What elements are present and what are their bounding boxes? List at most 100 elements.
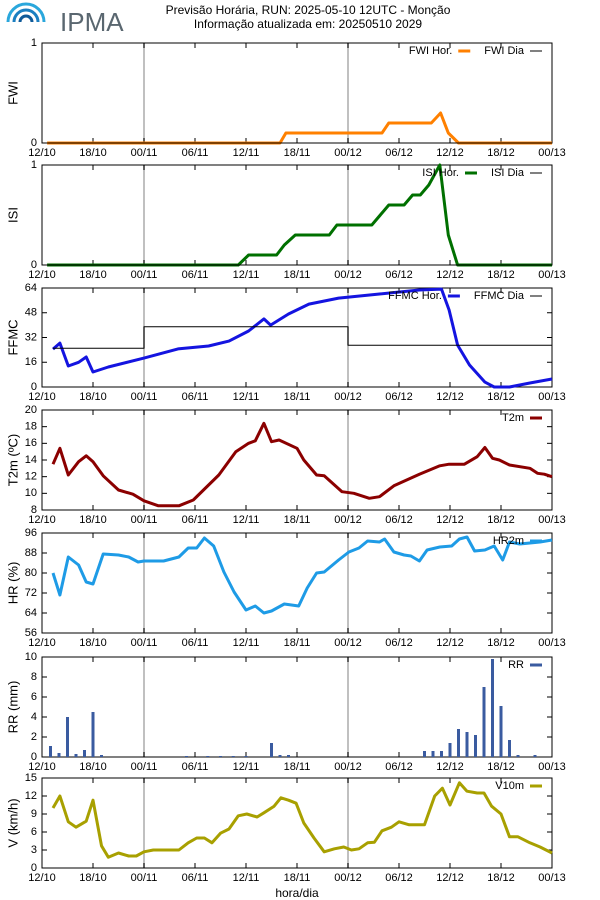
plot-frame <box>41 164 553 266</box>
x-tick-label: 06/12 <box>385 514 413 526</box>
x-tick-label: 00/13 <box>538 147 566 159</box>
bar <box>66 717 69 757</box>
y-tick-label: 0 <box>31 259 37 271</box>
x-tick-label: 06/12 <box>385 391 413 403</box>
bar <box>74 754 78 757</box>
y-tick-label: 1 <box>31 159 37 171</box>
x-tick-label: 12/12 <box>436 147 464 159</box>
y-tick-label: 96 <box>25 527 37 539</box>
x-tick-label: 06/12 <box>385 269 413 281</box>
y-tick-label: 72 <box>25 587 37 599</box>
x-tick-label: 00/11 <box>131 872 158 884</box>
y-axis-label: HR (%) <box>5 562 20 605</box>
logo-text: IPMA <box>60 7 124 37</box>
x-tick-label: 06/12 <box>385 872 413 884</box>
logo-arc <box>12 8 40 23</box>
y-axis-label: RR (mm) <box>5 681 20 734</box>
x-tick-label: 12/10 <box>28 514 56 526</box>
x-tick-label: 18/11 <box>284 514 311 526</box>
y-tick-label: 10 <box>25 487 37 499</box>
y-tick-label: 16 <box>25 437 37 449</box>
x-tick-label: 12/12 <box>436 391 464 403</box>
y-tick-label: 4 <box>31 711 37 723</box>
series-line <box>52 287 553 389</box>
y-tick-label: 0 <box>31 381 37 393</box>
x-tick-label: 12/12 <box>436 637 464 649</box>
x-tick-label: 12/12 <box>436 761 464 773</box>
bar <box>465 732 469 757</box>
y-tick-label: 64 <box>25 282 37 294</box>
x-tick-label: 00/11 <box>131 269 158 281</box>
panel: 0 3 6 9 12 15 12/10 18/10 00/11 06/11 12/11 18/11 00… <box>5 772 565 900</box>
bar <box>83 750 86 757</box>
x-tick-label: 00/11 <box>131 147 158 159</box>
y-tick-label: 8 <box>31 504 37 516</box>
logo: IPMA <box>6 2 124 37</box>
y-axis-label: T2m (ºC) <box>5 434 20 486</box>
y-tick-label: 15 <box>25 772 37 784</box>
plot-frame <box>41 777 553 869</box>
x-tick-label: 18/12 <box>487 637 515 649</box>
bar <box>91 712 95 757</box>
x-tick-label: 18/10 <box>79 637 107 649</box>
x-axis-label: hora/dia <box>275 886 319 900</box>
y-axis-label: FWI <box>5 81 20 105</box>
x-tick-label: 12/10 <box>28 872 56 884</box>
x-tick-label: 00/11 <box>131 761 158 773</box>
x-tick-label: 00/13 <box>538 269 566 281</box>
x-tick-label: 12/10 <box>28 761 56 773</box>
x-tick-label: 12/10 <box>28 269 56 281</box>
bar <box>440 751 443 757</box>
x-tick-label: 12/11 <box>233 147 260 159</box>
y-axis-label: FFMC <box>5 319 20 355</box>
x-tick-label: 00/11 <box>131 391 158 403</box>
x-tick-label: 06/11 <box>182 147 209 159</box>
x-tick-label: 18/12 <box>487 269 515 281</box>
y-tick-label: 32 <box>25 331 37 343</box>
y-tick-label: 6 <box>31 691 37 703</box>
bar <box>482 687 486 757</box>
y-axis-label: ISI <box>5 207 20 223</box>
legend-label: T2m <box>502 412 524 424</box>
x-tick-label: 18/11 <box>284 147 311 159</box>
y-tick-label: 0 <box>31 751 37 763</box>
bar <box>231 756 235 757</box>
legend-label: FFMC Hor. <box>388 290 442 302</box>
x-tick-label: 18/11 <box>284 637 311 649</box>
x-tick-label: 18/12 <box>487 872 515 884</box>
x-tick-label: 18/10 <box>79 872 107 884</box>
panel: 56 64 72 80 88 96 12/10 18/10 00/11 06/11 12/11 18/… <box>5 527 565 649</box>
legend-label: ISI Hor. <box>422 167 459 179</box>
bar <box>491 659 494 757</box>
x-tick-label: 00/13 <box>538 391 566 403</box>
title: Previsão Horária, RUN: 2025-05-10 12UTC … <box>166 3 451 17</box>
x-tick-label: 12/12 <box>436 872 464 884</box>
y-axis-label: V (km/h) <box>5 798 20 847</box>
series-line <box>51 421 553 508</box>
legend-label: FFMC Dia <box>474 290 525 302</box>
x-tick-label: 12/11 <box>233 514 260 526</box>
x-tick-label: 18/11 <box>284 269 311 281</box>
y-tick-label: 3 <box>31 844 37 856</box>
panel: 8 10 12 14 16 18 20 12/10 18/10 00/11 06/11 12/11 18… <box>5 404 565 526</box>
y-tick-label: 2 <box>31 731 37 743</box>
x-tick-label: 00/12 <box>334 872 362 884</box>
y-tick-label: 14 <box>25 454 37 466</box>
x-tick-label: 12/12 <box>436 269 464 281</box>
bar <box>185 756 188 757</box>
x-tick-label: 18/12 <box>487 391 515 403</box>
bar <box>219 756 222 757</box>
x-tick-label: 00/13 <box>538 761 566 773</box>
x-tick-label: 18/11 <box>284 391 311 403</box>
legend-label: FWI Dia <box>484 45 525 57</box>
y-tick-label: 10 <box>25 651 37 663</box>
y-tick-label: 80 <box>25 567 37 579</box>
x-tick-label: 12/11 <box>233 269 260 281</box>
panel: 0 16 32 48 64 12/10 18/10 00/11 06/11 12/11 18/11 0… <box>5 282 565 403</box>
series-line <box>47 163 552 267</box>
logo-arc <box>6 2 46 23</box>
x-tick-label: 06/11 <box>182 514 209 526</box>
bar <box>49 746 52 757</box>
x-tick-label: 18/10 <box>79 269 107 281</box>
